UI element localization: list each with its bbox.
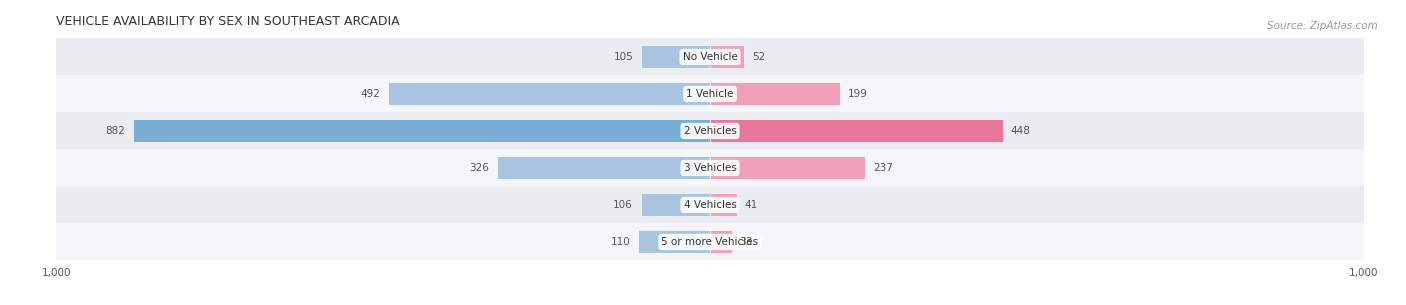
Bar (638, 231, 710, 253)
Text: 4 Vehicles: 4 Vehicles (683, 200, 737, 210)
Bar (0, 186, 1406, 224)
Bar (0, 224, 1406, 260)
Bar (710, 156, 865, 179)
Bar (0, 38, 1406, 75)
Bar (710, 82, 841, 106)
Text: 33: 33 (740, 237, 752, 247)
Text: 237: 237 (873, 163, 893, 173)
Text: 448: 448 (1011, 126, 1031, 136)
Text: 326: 326 (470, 163, 489, 173)
Text: Source: ZipAtlas.com: Source: ZipAtlas.com (1267, 21, 1378, 31)
Bar (641, 45, 710, 68)
Legend: Male, Female: Male, Female (655, 302, 765, 305)
Bar (710, 193, 737, 217)
Text: 41: 41 (745, 200, 758, 210)
Text: No Vehicle: No Vehicle (682, 52, 738, 62)
Bar (641, 193, 710, 217)
Text: 5 or more Vehicles: 5 or more Vehicles (661, 237, 759, 247)
Text: 2 Vehicles: 2 Vehicles (683, 126, 737, 136)
Text: 3 Vehicles: 3 Vehicles (683, 163, 737, 173)
Bar (710, 45, 744, 68)
Text: 882: 882 (105, 126, 125, 136)
Bar (710, 120, 1002, 142)
Bar (134, 120, 710, 142)
Text: 199: 199 (848, 89, 868, 99)
Text: VEHICLE AVAILABILITY BY SEX IN SOUTHEAST ARCADIA: VEHICLE AVAILABILITY BY SEX IN SOUTHEAST… (56, 16, 399, 28)
Text: 106: 106 (613, 200, 633, 210)
Bar (0, 113, 1406, 149)
Text: 1 Vehicle: 1 Vehicle (686, 89, 734, 99)
Bar (0, 75, 1406, 113)
Text: 110: 110 (610, 237, 630, 247)
Bar (0, 149, 1406, 186)
Bar (710, 231, 731, 253)
Text: 105: 105 (614, 52, 634, 62)
Text: 492: 492 (361, 89, 381, 99)
Bar (496, 156, 710, 179)
Bar (388, 82, 710, 106)
Text: 52: 52 (752, 52, 765, 62)
